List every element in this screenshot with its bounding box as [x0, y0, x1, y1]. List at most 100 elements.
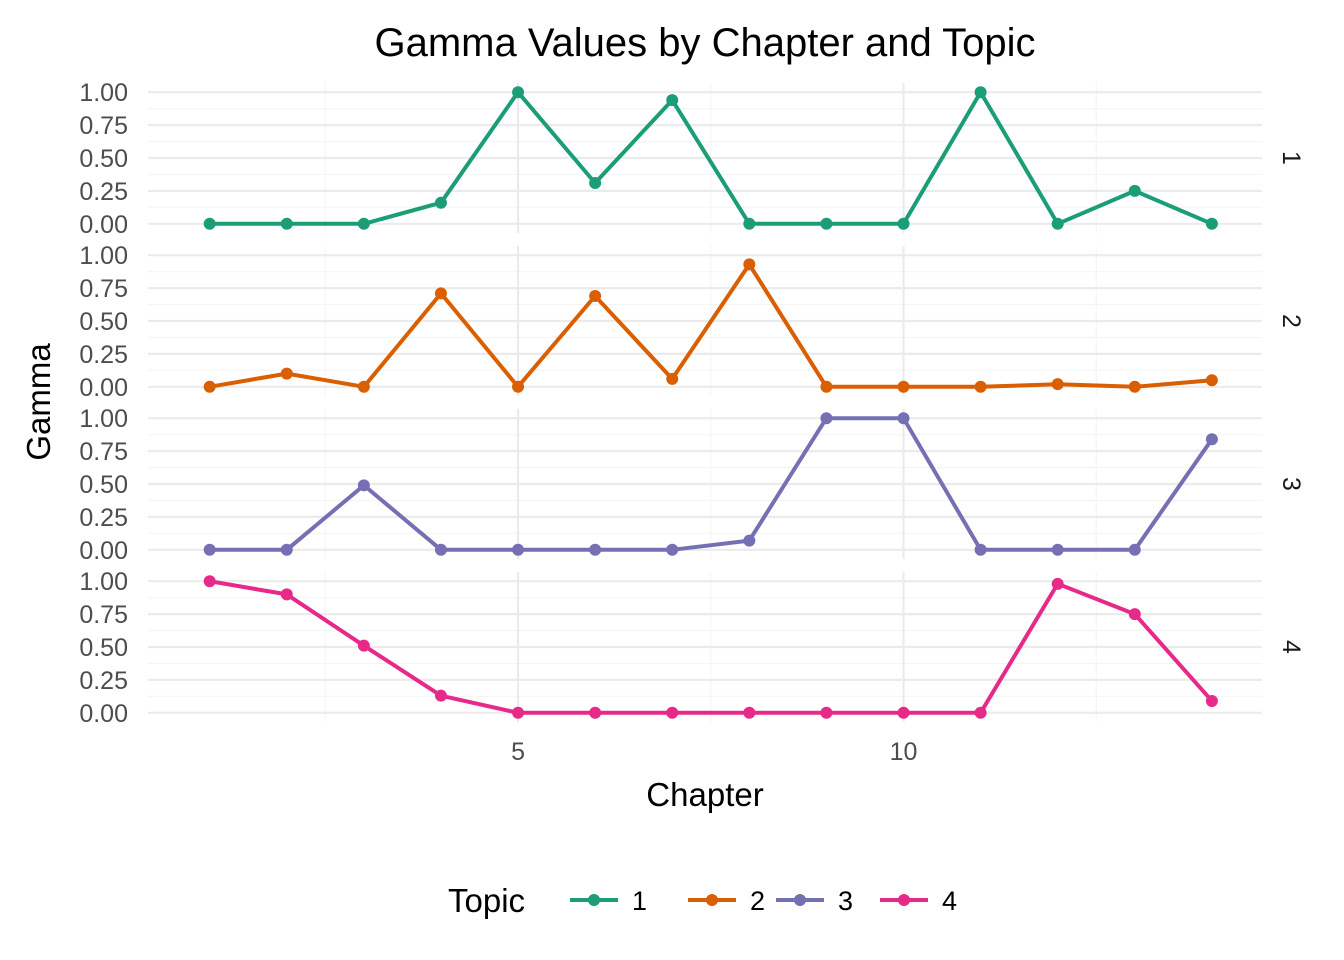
- legend-item-topic-1: 1: [570, 886, 647, 916]
- data-point-topic-4: [743, 706, 756, 719]
- legend-key-point: [706, 894, 718, 906]
- data-point-topic-4: [434, 689, 447, 702]
- data-point-topic-1: [434, 196, 447, 209]
- data-point-topic-3: [434, 543, 447, 556]
- data-point-topic-4: [203, 575, 216, 588]
- data-point-topic-3: [1205, 433, 1218, 446]
- legend-title: Topic: [448, 882, 525, 919]
- data-point-topic-4: [1051, 577, 1064, 590]
- y-tick-label: 0.50: [79, 471, 128, 499]
- data-point-topic-2: [897, 380, 910, 393]
- legend-item-topic-2: 2: [688, 886, 765, 916]
- chart-title: Gamma Values by Chapter and Topic: [374, 21, 1035, 65]
- data-point-topic-1: [512, 86, 525, 99]
- data-point-topic-1: [1205, 217, 1218, 230]
- y-tick-label: 0.25: [79, 667, 128, 695]
- data-point-topic-3: [666, 543, 679, 556]
- legend-label: 4: [942, 886, 957, 916]
- data-point-topic-1: [357, 217, 370, 230]
- legend-item-topic-4: 4: [880, 886, 957, 916]
- y-tick-label: 1.00: [79, 568, 128, 596]
- legend-label: 3: [838, 886, 853, 916]
- data-point-topic-1: [820, 217, 833, 230]
- data-point-topic-4: [820, 706, 833, 719]
- data-point-topic-2: [512, 380, 525, 393]
- data-point-topic-2: [974, 380, 987, 393]
- data-point-topic-4: [666, 706, 679, 719]
- facet-panel-topic-4: 0.00 0.25 0.50 0.75 1.00 4: [79, 568, 1305, 728]
- strip-label-topic-4: 4: [1277, 640, 1305, 654]
- data-point-topic-3: [820, 412, 833, 425]
- data-point-topic-3: [1051, 543, 1064, 556]
- facet-panel-topic-2: 0.00 0.25 0.50 0.75 1.00 2: [79, 242, 1305, 402]
- data-point-topic-3: [512, 543, 525, 556]
- data-point-topic-2: [434, 287, 447, 300]
- y-tick-label: 0.00: [79, 374, 128, 402]
- data-point-topic-2: [743, 258, 756, 271]
- y-tick-label: 0.75: [79, 438, 128, 466]
- data-point-topic-4: [1205, 694, 1218, 707]
- data-point-topic-1: [280, 217, 293, 230]
- y-tick-label: 0.25: [79, 504, 128, 532]
- data-point-topic-1: [974, 86, 987, 99]
- y-tick-label: 1.00: [79, 405, 128, 433]
- legend-key-point: [794, 894, 806, 906]
- data-point-topic-1: [897, 217, 910, 230]
- y-tick-label: 0.00: [79, 211, 128, 239]
- data-point-topic-1: [743, 217, 756, 230]
- facet-panel-topic-3: 0.00 0.25 0.50 0.75 1.00 3: [79, 405, 1305, 565]
- x-tick-label: 5: [511, 738, 525, 766]
- data-point-topic-4: [280, 588, 293, 601]
- data-point-topic-2: [589, 290, 602, 302]
- y-tick-label: 0.50: [79, 145, 128, 173]
- data-point-topic-2: [357, 380, 370, 393]
- data-point-topic-3: [1128, 543, 1141, 556]
- facet-panel-topic-1: 0.00 0.25 0.50 0.75 1.00 1: [79, 79, 1305, 239]
- y-axis-title: Gamma: [20, 343, 57, 461]
- data-point-topic-3: [974, 543, 987, 556]
- data-point-topic-2: [1051, 378, 1064, 391]
- data-point-topic-3: [280, 543, 293, 556]
- data-point-topic-4: [897, 706, 910, 719]
- legend-label: 2: [750, 886, 765, 916]
- legend-key-point: [898, 894, 910, 906]
- data-point-topic-1: [1128, 184, 1141, 197]
- data-point-topic-2: [820, 380, 833, 393]
- data-point-topic-3: [357, 479, 370, 492]
- facet-panels: 0.00 0.25 0.50 0.75 1.00 1 0.00 0.25 0.50 0.75 1.0…: [79, 79, 1305, 728]
- series-line-topic-3: [209, 416, 1214, 552]
- x-axis-title: Chapter: [646, 776, 763, 813]
- data-point-topic-2: [203, 380, 216, 393]
- data-point-topic-2: [280, 367, 293, 380]
- legend-key-point: [588, 894, 600, 906]
- data-point-topic-2: [1205, 374, 1218, 387]
- x-tick-label: 10: [890, 738, 918, 766]
- series-line-topic-1: [209, 90, 1213, 226]
- x-axis-ticks: 5 10: [511, 738, 917, 766]
- y-tick-label: 0.25: [79, 178, 128, 206]
- series-line-topic-4: [209, 579, 1214, 715]
- y-tick-label: 0.75: [79, 275, 128, 303]
- y-tick-label: 0.75: [79, 112, 128, 140]
- y-tick-label: 1.00: [79, 79, 128, 107]
- y-tick-label: 0.00: [79, 700, 128, 728]
- strip-label-topic-2: 2: [1277, 314, 1305, 328]
- data-point-topic-3: [589, 543, 602, 556]
- strip-label-topic-1: 1: [1277, 151, 1305, 165]
- y-tick-label: 0.00: [79, 537, 128, 565]
- data-point-topic-1: [1051, 217, 1064, 230]
- y-tick-label: 0.75: [79, 601, 128, 629]
- data-point-topic-3: [897, 412, 910, 425]
- y-tick-label: 0.50: [79, 634, 128, 662]
- data-point-topic-2: [1128, 380, 1141, 393]
- data-point-topic-3: [743, 534, 756, 547]
- data-point-topic-1: [203, 217, 216, 230]
- y-tick-label: 0.25: [79, 341, 128, 369]
- data-point-topic-4: [1128, 608, 1141, 621]
- data-point-topic-4: [512, 706, 525, 719]
- y-tick-label: 0.50: [79, 308, 128, 336]
- legend: Topic 1 2 3 4: [448, 882, 957, 919]
- data-point-topic-4: [589, 706, 602, 719]
